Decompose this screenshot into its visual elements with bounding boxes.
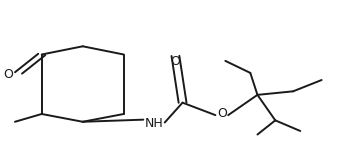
Text: O: O bbox=[170, 55, 180, 68]
Text: O: O bbox=[217, 108, 227, 121]
Text: O: O bbox=[3, 68, 13, 81]
Text: NH: NH bbox=[145, 117, 163, 130]
